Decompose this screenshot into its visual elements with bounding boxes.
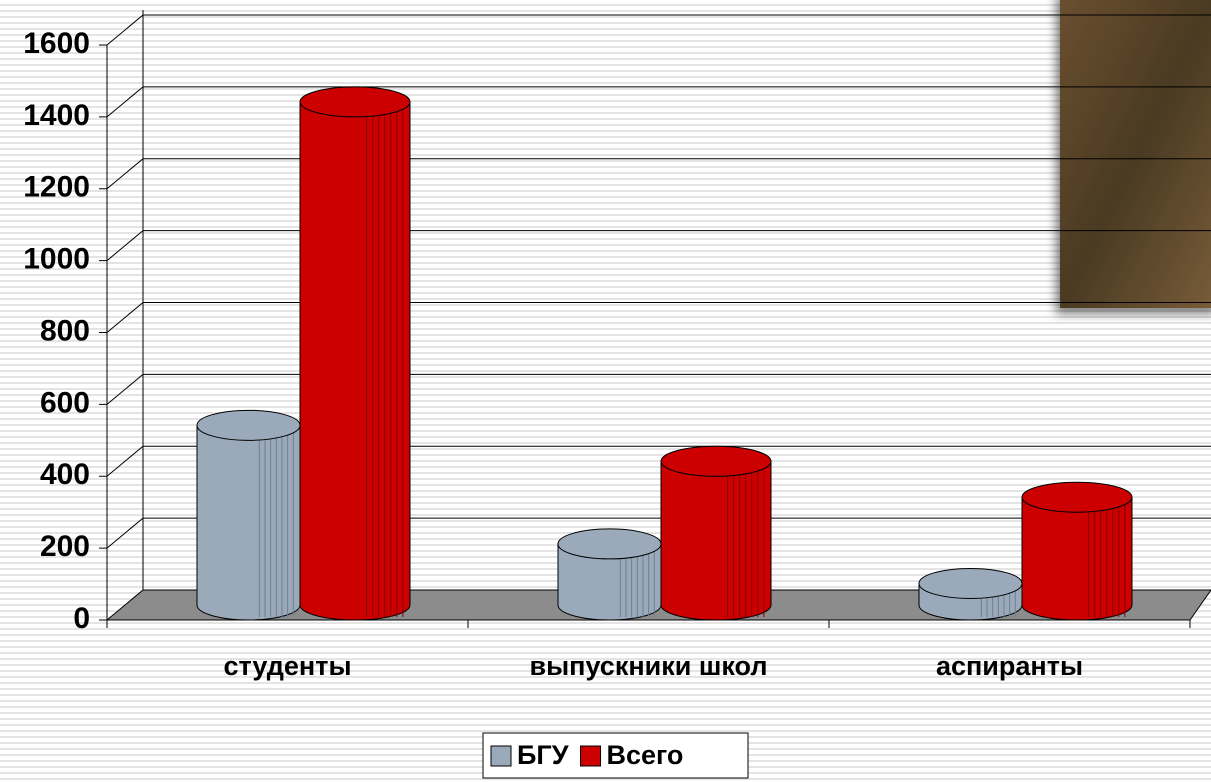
legend-label: БГУ: [517, 740, 570, 770]
x-tick-label: выпускники школ: [530, 651, 768, 681]
grid-line: [106, 14, 144, 46]
bar-body: [660, 460, 772, 621]
bar-top: [918, 567, 1023, 599]
bar: [299, 86, 411, 621]
bar-top: [557, 528, 662, 560]
grid-line: [106, 86, 144, 118]
bar-body: [1021, 496, 1133, 621]
legend-swatch: [580, 745, 602, 767]
bar-top: [660, 445, 772, 477]
y-tick-label: 400: [40, 458, 90, 491]
legend-box: [482, 732, 749, 779]
x-tick-label: студенты: [224, 651, 352, 681]
photo: [1060, 0, 1211, 308]
x-tick-label: аспиранты: [936, 651, 1083, 681]
y-tick-label: 0: [73, 602, 90, 635]
bar-body: [196, 424, 301, 621]
grid-line: [106, 230, 144, 262]
grid-line: [106, 302, 144, 333]
bar-top: [1021, 481, 1133, 513]
bar: [660, 445, 772, 621]
bar: [918, 567, 1023, 621]
grid-line: [106, 517, 144, 549]
y-tick-label: 200: [40, 530, 90, 563]
bar: [1021, 481, 1133, 621]
bar: [557, 528, 662, 621]
bar-body: [557, 543, 662, 621]
grid-line: [106, 158, 144, 190]
y-tick-label: 1200: [23, 171, 90, 204]
bar: [196, 409, 301, 621]
bar-top: [299, 86, 411, 118]
y-tick-label: 1400: [23, 99, 90, 132]
bar-top: [196, 409, 301, 441]
grid-line: [106, 373, 144, 405]
grid-line: [106, 445, 144, 477]
bar-body: [299, 101, 411, 621]
y-tick-label: 800: [40, 314, 90, 347]
y-tick-label: 600: [40, 386, 90, 419]
legend-swatch: [490, 745, 512, 767]
y-tick-label: 1000: [23, 243, 90, 276]
y-tick-label: 1600: [23, 27, 90, 60]
legend-label: Всего: [607, 740, 684, 770]
